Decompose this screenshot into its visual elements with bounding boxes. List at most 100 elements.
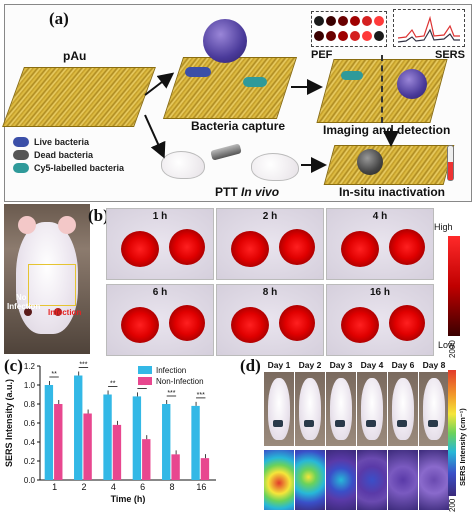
pef-dot [338,16,348,26]
x-tick-label: 16 [196,482,206,492]
panel-a: (a) pAu Bacteria capture PEF SERS Imagin… [2,4,472,202]
legend-bacterium-icon [13,150,29,160]
y-tick-label: 0.0 [24,476,36,485]
heatmap-time-label: 4 h [372,211,388,222]
mouse-2 [251,153,299,181]
sers-spectrum [397,15,460,43]
mouse-spot-right [54,308,62,316]
pef-dot [326,31,336,41]
x-tick-label: 2 [81,482,86,492]
heatmap-tile: 4 h [326,208,434,280]
day-sers-map [264,450,294,510]
heatmap-time-label: 6 h [152,287,168,298]
panel-c-letter: (c) [4,356,23,375]
bacteria-legend: Live bacteria Dead bacteria Cy5-labelled b… [13,137,143,176]
pef-dot [314,16,324,26]
day-sers-map [357,450,387,510]
pef-dot-grid [311,11,387,47]
heatmap-spot-right [279,305,315,341]
legend-item: Dead bacteria [13,150,143,160]
day-mouse-body [268,378,290,440]
panel-a-letter: (a) [49,9,69,28]
no-infection-text: No Infection [7,293,41,311]
panel-d-colorbar-title: SERS Intensity (cm⁻¹) [458,408,467,486]
imaging-label: Imaging and detection [323,123,451,137]
mouse-1 [161,151,205,179]
heatmap-tile: 2 h [216,208,324,280]
heatmap-tile: 1 h [106,208,214,280]
legend-label: Cy5-labelled bacteria [34,163,125,173]
significance-label: ** [110,381,116,388]
arrow-to-ptt [144,114,166,159]
mouse-spot-left [24,308,32,316]
heatmap-spot-left [231,231,269,267]
legend-label: Infection [156,366,186,375]
panel-b-colorbar [448,236,460,336]
day-mouse-body [299,378,321,440]
inactivation-label: In-situ inactivation [339,185,446,199]
legend-label: Live bacteria [34,137,90,147]
heatmap-spot-right [389,229,425,265]
day-label: Day 6 [391,360,415,370]
legend-bacterium-icon [13,163,29,173]
heatmap-spot-right [169,305,205,341]
panel-b-letter: (b) [88,206,109,225]
pef-dot [374,16,384,26]
pef-dot [362,31,372,41]
day-mouse-body [330,378,352,440]
bar-non-infection [54,404,63,480]
bar-non-infection [142,439,151,480]
panel-b: No Infection Infection (b) 1 h 2 h 4 h 6 h 8… [4,204,470,356]
day-mouse-photo [357,372,387,446]
day-mouse-body [361,378,383,440]
day-sers-map [326,450,356,510]
y-tick-label: 0.2 [24,457,36,466]
y-tick-label: 0.6 [24,419,36,428]
heatmap-time-label: 2 h [262,211,278,222]
panel-d: (d) Day 1 Day 2 Day 3 Day 4 Day 6 Day 8 2000 … [240,340,472,512]
day-label: Day 4 [360,360,384,370]
significance-label: *** [167,390,175,397]
in-vivo-text: In vivo [241,185,280,199]
significance-label: *** [138,382,146,389]
heatmap-tile: 6 h [106,284,214,356]
day-sers-map [388,450,418,510]
bar-non-infection [200,458,210,480]
heatmap-time-label: 8 h [262,287,278,298]
y-tick-label: 0.8 [24,400,36,409]
x-axis-label: Time (h) [111,494,146,504]
bar-non-infection [171,454,180,480]
bar-infection [44,385,54,480]
dead-bacterium-cluster [357,149,383,175]
day-mouse-wound [397,420,407,427]
day-mouse-photo [326,372,356,446]
legend-swatch [138,377,152,385]
legend-bacterium-icon [13,137,29,147]
legend-item: Live bacteria [13,137,143,147]
significance-label: *** [197,392,205,399]
significance-label: *** [79,362,87,369]
bar-infection [132,396,142,480]
colorbar-low-label: Low [438,340,455,350]
heatmap-spot-left [231,307,269,343]
day-mouse-wound [428,420,438,427]
legend-swatch [138,366,152,374]
day-mouse-photo [264,372,294,446]
pef-dot [362,16,372,26]
day-mouse-photo [419,372,449,446]
pef-dots [314,16,384,41]
y-tick-label: 0.4 [24,438,36,447]
day-mouse-wound [366,420,376,427]
pef-label: PEF [311,49,333,61]
day-sers-map [295,450,325,510]
pef-dot [350,31,360,41]
x-tick-label: 1 [52,482,57,492]
day-mouse-body [423,378,445,440]
bar-infection [162,404,171,480]
day-mouse-photo [295,372,325,446]
panel-d-letter: (d) [240,356,261,375]
bar-infection [74,375,83,480]
heatmap-time-label: 16 h [369,287,390,298]
colorbar-high-label: High [434,222,453,232]
bar-infection [103,394,112,480]
